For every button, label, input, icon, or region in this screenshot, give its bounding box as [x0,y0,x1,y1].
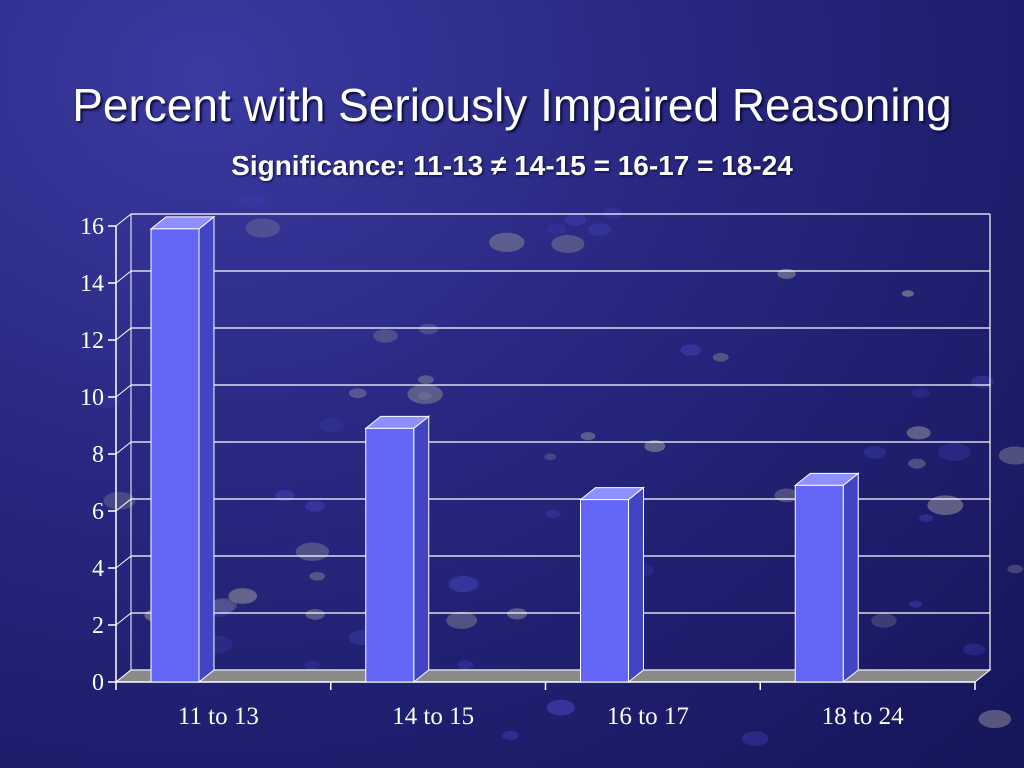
background-dot [906,426,931,440]
y-tick-label: 8 [92,442,104,468]
background-dot [908,458,926,469]
gridline-side [115,498,132,512]
background-dot [544,453,557,461]
background-dot [275,490,295,501]
bar-side [413,415,430,684]
background-dot [448,575,479,593]
slide-title: Percent with Seriously Impaired Reasonin… [72,79,952,131]
background-dot [457,660,474,670]
background-dot [919,514,934,523]
y-tick-label: 4 [92,556,104,582]
x-category-label: 18 to 24 [822,703,904,730]
background-dot [712,352,729,362]
x-category-label: 16 to 17 [607,703,689,730]
background-dot [545,509,561,519]
background-dot [446,611,478,629]
bar [150,228,200,683]
y-tick-label: 14 [80,271,104,297]
background-dot [210,598,237,613]
background-dot [871,613,897,628]
y-tick-label: 10 [80,385,104,411]
background-dot [309,572,326,581]
bar [580,499,629,683]
background-dot [419,323,439,335]
background-dot [911,388,930,398]
background-dot [908,600,923,608]
y-tick-label: 0 [92,670,104,696]
slide-subtitle: Significance: 11-13 ≠ 14-15 = 16-17 = 18… [231,150,793,181]
bar [365,427,415,683]
background-dot [963,643,985,656]
bar-side [628,486,644,684]
chart-floor [114,669,992,683]
background-dot [407,384,443,405]
background-dot [927,495,964,515]
gridline-side [115,612,132,626]
background-dot [502,730,519,740]
gridline-side [115,270,132,284]
background-dot [580,432,596,441]
y-tick-label: 16 [80,214,104,240]
x-category-label: 11 to 13 [178,703,259,730]
gridline-side [115,384,132,398]
background-dot [546,699,576,716]
background-dot [978,710,1012,728]
background-dot [506,608,528,620]
background-dot [245,218,281,238]
background-dot [349,388,367,399]
x-category-label: 14 to 15 [392,703,474,730]
background-dot [644,440,666,452]
background-dot [319,418,344,432]
background-dot [998,446,1024,465]
background-dot [304,500,325,512]
background-dot [901,290,914,297]
background-dot [304,660,321,670]
background-dot [547,224,566,235]
background-dot [741,731,769,746]
background-dot [863,446,886,459]
bar-side [198,215,215,684]
background-dot [305,609,325,620]
background-dot [228,588,258,604]
background-dot [551,234,585,254]
background-dot [937,443,971,461]
y-tick-label: 6 [92,499,104,525]
gridline-side [115,327,132,341]
background-dot [418,375,434,385]
background-dot [93,394,120,409]
background-dot [373,329,398,343]
gridline-side [115,555,132,569]
y-tick-label: 12 [80,328,104,354]
background-dot [103,492,136,510]
background-dot [564,213,586,226]
background-dot [489,232,525,252]
background-dot [680,344,701,356]
gridline-side [115,441,132,455]
y-tick-label: 2 [92,613,104,639]
bar-side [842,472,859,684]
background-dot [1007,564,1023,574]
background-dot [587,223,611,236]
gridline-side [115,213,132,227]
background-dot [238,193,266,208]
bar [794,484,844,683]
